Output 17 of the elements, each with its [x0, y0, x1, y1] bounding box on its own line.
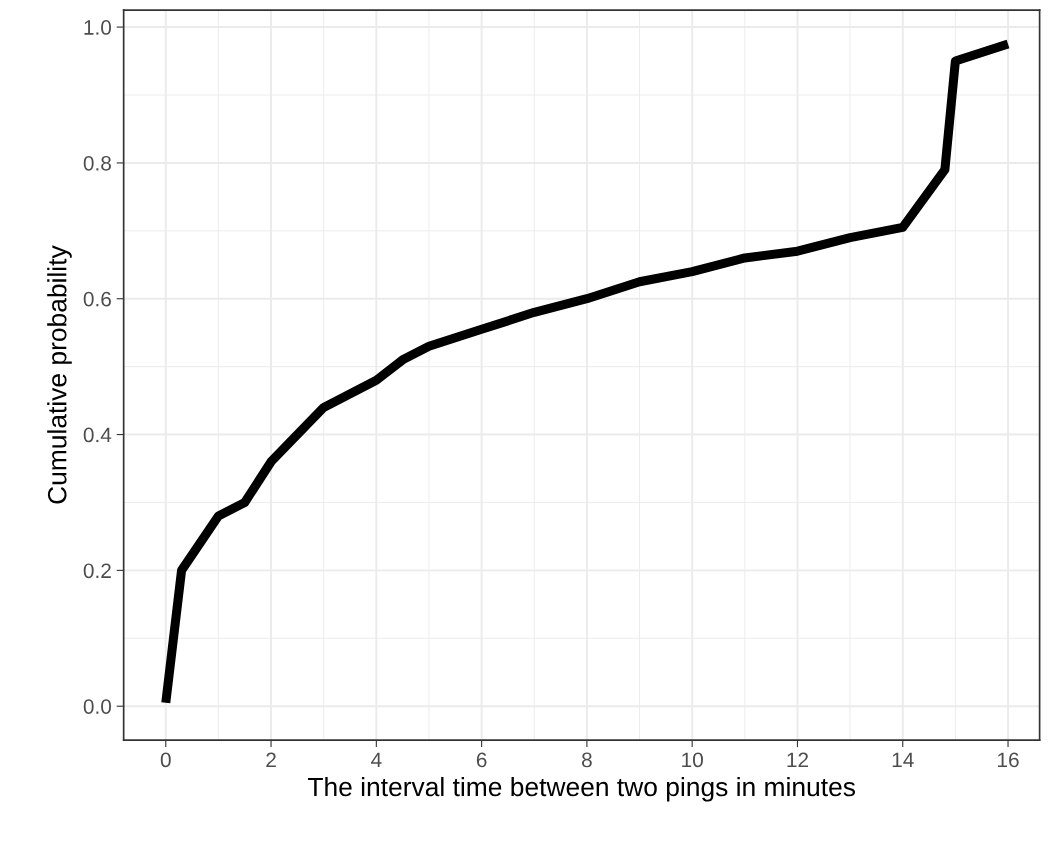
x-tick-label: 6 [476, 752, 487, 768]
x-tick-label: 4 [371, 752, 382, 768]
x-tick-label: 16 [998, 752, 1019, 768]
x-tick-label: 0 [160, 752, 171, 768]
y-axis-title: Cumulative probability [47, 245, 72, 504]
x-tick-label: 14 [892, 752, 914, 768]
y-tick-label: 0.2 [83, 563, 111, 579]
y-tick-label: 0.0 [83, 699, 112, 714]
y-tick-label: 0.8 [83, 155, 111, 171]
x-tick-label: 10 [682, 752, 703, 768]
x-axis-title: The interval time between two pings in minutes [307, 776, 855, 802]
y-tick-label: 1.0 [84, 20, 112, 35]
y-tick-label: 0.6 [83, 291, 111, 307]
x-tick-label: 12 [787, 752, 809, 768]
y-tick-label: 0.4 [83, 427, 112, 443]
x-tick-label: 2 [266, 752, 276, 768]
x-tick-label: 8 [582, 752, 592, 768]
